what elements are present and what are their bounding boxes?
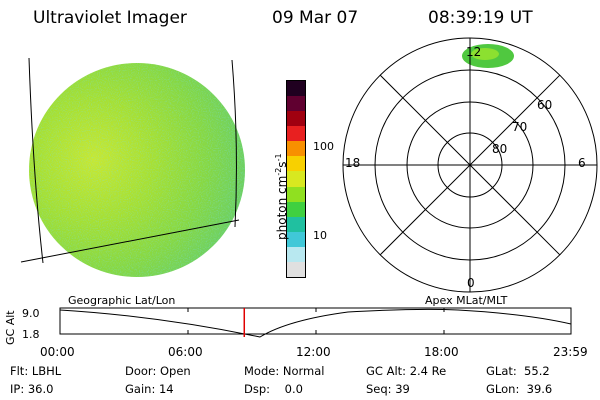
timeline-ytick-max: 9.0: [22, 307, 40, 320]
colorbar-segment: [287, 216, 305, 232]
altitude-curve: [59, 308, 572, 338]
limb-line-right: [231, 59, 237, 228]
gc-alt-info: GC Alt: 2.4 Re: [366, 364, 447, 378]
mode-info: Mode: Normal: [244, 364, 325, 378]
colorbar-label: photon cm-2s-1: [274, 153, 289, 240]
glat-info: GLat: 55.2: [486, 364, 550, 378]
door-info: Door: Open: [125, 364, 191, 378]
instrument-title: Ultraviolet Imager: [33, 8, 187, 28]
ip-info: IP: 36.0: [10, 382, 54, 396]
seq-info: Seq: 39: [366, 382, 410, 396]
colorbar-segment: [287, 261, 305, 277]
colorbar-segment: [287, 186, 305, 202]
colorbar-segment: [287, 231, 305, 247]
timeline-plot: [59, 307, 572, 338]
polar-diag-2: [379, 74, 561, 256]
colorbar-tick-10: 10: [313, 229, 327, 242]
timeline-right-title: Apex MLat/MLT: [425, 294, 508, 307]
timeline-xtick-2359: 23:59: [553, 345, 588, 359]
colorbar-segment: [287, 141, 305, 157]
colorbar-segment: [287, 80, 305, 97]
colorbar-segment: [287, 96, 305, 112]
earth-disk-noise: [29, 63, 245, 277]
mlt-label-12: 12: [466, 45, 482, 59]
filter-info: Flt: LBHL: [10, 364, 62, 378]
timeline-xtick-1800: 18:00: [424, 345, 459, 359]
limb-line-left: [28, 57, 44, 264]
date-label: 09 Mar 07: [272, 8, 359, 28]
lat-label-60: 60: [537, 98, 553, 112]
timeline-left-title: Geographic Lat/Lon: [68, 294, 176, 307]
gain-info: Gain: 14: [125, 382, 174, 396]
time-label: 08:39:19 UT: [428, 8, 533, 28]
timeline-xtick-0600: 06:00: [168, 345, 203, 359]
colorbar-segment: [287, 156, 305, 172]
timeline-ytick-min: 1.8: [22, 328, 40, 341]
mlt-label-6: 6: [578, 156, 586, 170]
mlt-label-18: 18: [345, 156, 361, 170]
timeline-xtick-0000: 00:00: [40, 345, 75, 359]
mlt-label-0: 0: [467, 276, 475, 290]
colorbar: [286, 80, 306, 278]
lat-label-80: 80: [492, 142, 508, 156]
colorbar-segment: [287, 111, 305, 127]
colorbar-tick-100: 100: [313, 140, 334, 153]
polar-plot: [342, 37, 598, 293]
lat-label-70: 70: [512, 120, 528, 134]
geographic-image: [20, 57, 245, 277]
glon-info: GLon: 39.6: [486, 382, 553, 396]
timeline-axis-label: GC Alt: [4, 310, 17, 345]
dsp-info: Dsp: 0.0: [244, 382, 303, 396]
colorbar-segment: [287, 126, 305, 142]
timeline-xtick-1200: 12:00: [296, 345, 331, 359]
colorbar-segment: [287, 171, 305, 187]
terminator-line: [20, 219, 240, 263]
colorbar-segment: [287, 201, 305, 217]
colorbar-segment: [287, 246, 305, 262]
